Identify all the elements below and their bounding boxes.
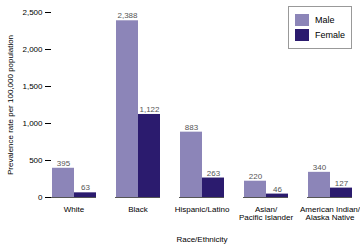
svg-text:Hispanic/Latino: Hispanic/Latino xyxy=(175,205,230,214)
svg-text:500: 500 xyxy=(29,156,43,165)
svg-text:127: 127 xyxy=(335,179,349,188)
html-text:Male: Male xyxy=(315,15,335,25)
svg-text:Prevalence rate per 100,000 po: Prevalence rate per 100,000 population xyxy=(6,35,15,175)
svg-text:1,000: 1,000 xyxy=(22,119,43,128)
svg-text:2,388: 2,388 xyxy=(117,11,138,20)
svg-text:2,500: 2,500 xyxy=(22,8,43,17)
svg-text:Black: Black xyxy=(128,205,149,214)
svg-text:220: 220 xyxy=(249,172,263,181)
svg-text:46: 46 xyxy=(273,185,282,194)
svg-text:White: White xyxy=(64,205,85,214)
html-text:Female: Female xyxy=(315,30,345,40)
svg-text:883: 883 xyxy=(185,123,199,132)
svg-text:1,122: 1,122 xyxy=(139,105,160,114)
svg-text:1,500: 1,500 xyxy=(22,82,43,91)
svg-text:0: 0 xyxy=(38,193,43,202)
svg-text:Asian/Pacific Islander: Asian/Pacific Islander xyxy=(239,205,294,222)
svg-text:2,000: 2,000 xyxy=(22,45,43,54)
svg-text:340: 340 xyxy=(313,163,327,172)
svg-text:395: 395 xyxy=(57,159,71,168)
svg-text:Race/Ethnicity: Race/Ethnicity xyxy=(176,235,227,244)
svg-text:263: 263 xyxy=(207,169,221,178)
svg-text:63: 63 xyxy=(81,183,90,192)
svg-text:American Indian/Alaska Native: American Indian/Alaska Native xyxy=(300,205,360,222)
